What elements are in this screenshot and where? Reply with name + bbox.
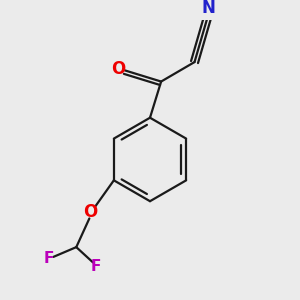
Text: O: O <box>83 203 97 221</box>
Text: N: N <box>202 0 215 17</box>
Text: F: F <box>43 251 54 266</box>
Text: O: O <box>111 60 125 78</box>
Text: F: F <box>91 259 101 274</box>
